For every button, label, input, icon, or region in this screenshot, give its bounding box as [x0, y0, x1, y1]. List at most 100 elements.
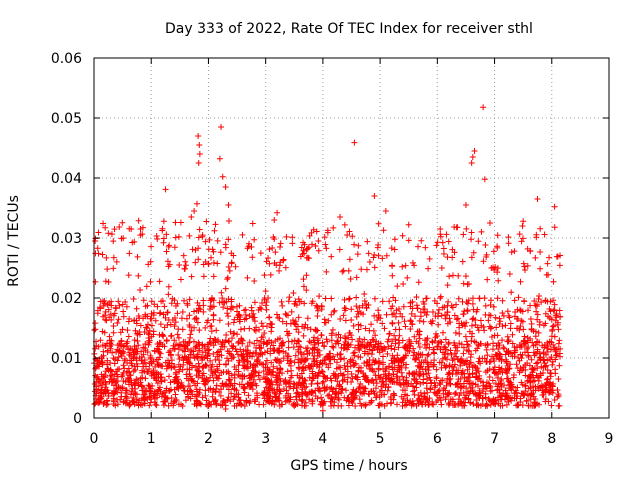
data-point: [493, 342, 500, 349]
data-point: [537, 370, 544, 377]
data-point: [165, 402, 172, 409]
data-point: [380, 371, 387, 378]
data-point: [502, 356, 509, 363]
data-point: [260, 390, 267, 397]
data-point: [219, 295, 226, 302]
data-point: [147, 315, 154, 322]
data-point: [186, 232, 193, 239]
data-point: [310, 226, 317, 233]
data-point: [276, 244, 283, 251]
data-point: [341, 376, 348, 383]
data-point: [102, 316, 109, 323]
data-point: [494, 244, 501, 251]
data-point: [305, 255, 312, 262]
data-point: [431, 357, 438, 364]
data-point: [489, 377, 496, 384]
data-point: [100, 220, 107, 227]
data-point: [407, 398, 414, 405]
data-point: [195, 234, 202, 241]
data-point: [277, 388, 284, 395]
data-point: [380, 227, 387, 234]
data-point: [494, 269, 501, 276]
data-point: [287, 394, 294, 401]
data-point: [113, 385, 120, 392]
data-point: [273, 262, 280, 269]
data-point: [455, 376, 462, 383]
data-point: [180, 252, 187, 259]
y-tick-label: 0.01: [51, 351, 82, 367]
data-point: [444, 282, 451, 289]
data-point: [166, 373, 173, 380]
data-point: [514, 316, 521, 323]
data-point: [263, 298, 270, 305]
data-point: [268, 328, 275, 335]
data-point: [481, 327, 488, 334]
data-point: [113, 258, 120, 265]
data-point: [556, 307, 563, 314]
data-point: [133, 317, 140, 324]
data-point: [528, 366, 535, 373]
data-point: [186, 382, 193, 389]
data-point: [555, 340, 562, 347]
data-point: [372, 332, 379, 339]
data-point: [224, 305, 231, 312]
data-point: [330, 370, 337, 377]
data-point: [332, 371, 339, 378]
data-point: [208, 328, 215, 335]
data-point: [104, 301, 111, 308]
data-point: [243, 398, 250, 405]
data-point: [172, 219, 179, 226]
data-point: [291, 381, 298, 388]
data-point: [389, 311, 396, 318]
data-point: [273, 378, 280, 385]
data-point: [199, 394, 206, 401]
data-point: [391, 236, 398, 243]
data-point: [422, 244, 429, 251]
data-point: [114, 401, 121, 408]
data-point: [503, 367, 510, 374]
data-point: [533, 303, 540, 310]
data-point: [295, 356, 302, 363]
data-point: [276, 382, 283, 389]
data-point: [420, 318, 427, 325]
data-point: [441, 343, 448, 350]
data-point: [446, 376, 453, 383]
data-point: [334, 351, 341, 358]
data-point: [516, 357, 523, 364]
data-point: [270, 342, 277, 349]
data-point: [477, 317, 484, 324]
data-point: [351, 349, 358, 356]
data-point: [351, 394, 358, 401]
data-point: [123, 393, 130, 400]
data-point: [124, 338, 131, 345]
data-point: [197, 306, 204, 313]
data-point: [420, 359, 427, 366]
data-point: [232, 345, 239, 352]
data-point: [348, 379, 355, 386]
data-point: [350, 322, 357, 329]
data-point: [520, 235, 527, 242]
data-point: [193, 307, 200, 314]
data-point: [311, 346, 318, 353]
data-point: [480, 104, 487, 111]
data-point: [328, 377, 335, 384]
data-point: [261, 339, 268, 346]
data-point: [135, 342, 142, 349]
data-point: [451, 224, 458, 231]
data-point: [212, 339, 219, 346]
data-point: [484, 367, 491, 374]
data-point: [555, 402, 562, 409]
data-point: [156, 349, 163, 356]
data-point: [199, 349, 206, 356]
data-point: [129, 347, 136, 354]
data-point: [402, 262, 409, 269]
data-point: [225, 338, 232, 345]
data-point: [301, 384, 308, 391]
data-point: [288, 372, 295, 379]
x-axis-label: GPS time / hours: [290, 458, 407, 474]
data-point: [324, 384, 331, 391]
data-point: [110, 265, 117, 272]
data-point: [148, 298, 155, 305]
data-point: [520, 364, 527, 371]
data-point: [202, 381, 209, 388]
